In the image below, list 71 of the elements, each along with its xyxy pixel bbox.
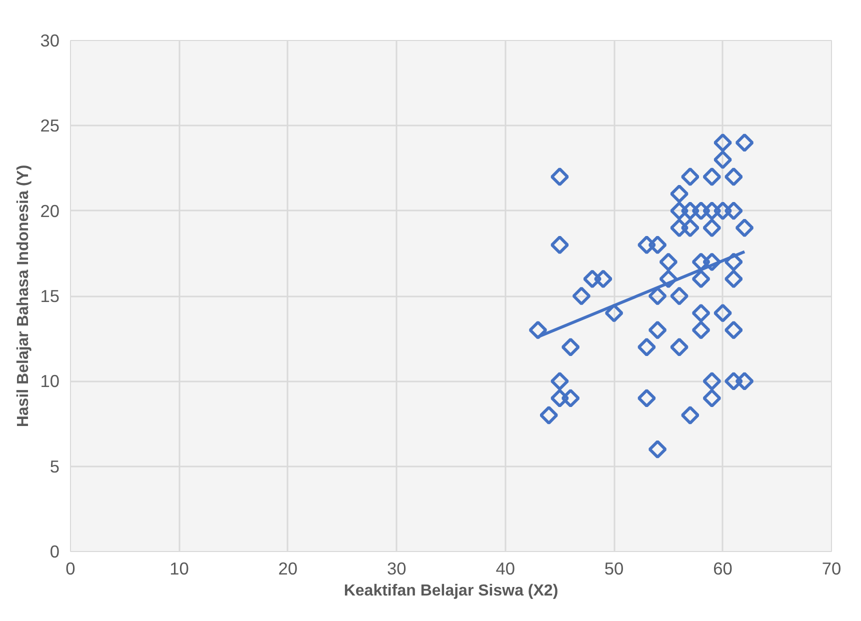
point — [648, 286, 667, 306]
point — [714, 150, 732, 170]
point — [648, 236, 667, 254]
point — [540, 406, 558, 425]
point — [735, 372, 754, 390]
point — [550, 167, 569, 186]
x-tick-label: 50 — [604, 558, 624, 578]
point — [659, 252, 678, 272]
y-axis-title: Hasil Belajar Bahasa Indonesia (Y) — [15, 164, 32, 428]
point — [735, 133, 754, 152]
y-tick-label: 20 — [40, 200, 60, 221]
x-tick-label: 20 — [278, 558, 298, 578]
point — [583, 270, 602, 288]
point — [702, 218, 722, 238]
point — [702, 167, 722, 186]
x-axis-title: Keaktifan Belajar Siswa (X2) — [344, 582, 558, 600]
point — [724, 270, 743, 288]
point — [735, 218, 754, 238]
x-tick-label: 60 — [713, 558, 732, 578]
point — [692, 270, 710, 288]
point — [594, 270, 612, 288]
x-tick-label: 10 — [170, 558, 189, 578]
point — [680, 202, 700, 220]
point — [670, 184, 689, 204]
point — [680, 218, 700, 238]
point — [714, 202, 732, 220]
point — [680, 406, 700, 425]
point — [659, 270, 678, 288]
point — [637, 236, 656, 254]
point — [724, 202, 743, 220]
point — [604, 304, 624, 322]
point — [550, 388, 569, 408]
point — [648, 440, 667, 459]
point — [637, 338, 656, 356]
point — [561, 338, 580, 356]
y-tick-label: 5 — [50, 456, 60, 476]
point — [724, 252, 743, 272]
x-tick-label: 30 — [387, 558, 406, 578]
point — [702, 252, 722, 272]
point — [561, 388, 580, 408]
x-tick-label: 70 — [822, 558, 842, 578]
point — [528, 320, 548, 340]
point — [702, 202, 722, 220]
y-tick-label: 10 — [40, 371, 60, 392]
point — [702, 372, 722, 390]
point — [702, 388, 722, 408]
point — [670, 202, 689, 220]
point — [724, 320, 743, 340]
y-tick-label: 15 — [40, 286, 60, 306]
point — [692, 252, 710, 272]
point — [692, 304, 710, 322]
point — [670, 286, 689, 306]
point — [680, 167, 700, 186]
point — [648, 320, 667, 340]
point — [550, 236, 569, 254]
point — [724, 372, 743, 390]
point — [714, 304, 732, 322]
point — [670, 218, 689, 238]
point — [670, 338, 689, 356]
x-tick-label: 40 — [496, 558, 515, 578]
point — [692, 202, 710, 220]
point — [550, 372, 569, 390]
y-tick-label: 0 — [50, 542, 60, 562]
y-tick-label: 25 — [40, 116, 60, 136]
point — [724, 167, 743, 186]
point — [714, 133, 732, 152]
point — [692, 320, 710, 340]
point — [572, 286, 591, 306]
x-tick-label: 0 — [66, 558, 76, 578]
point — [637, 388, 656, 408]
y-tick-label: 30 — [40, 30, 60, 50]
